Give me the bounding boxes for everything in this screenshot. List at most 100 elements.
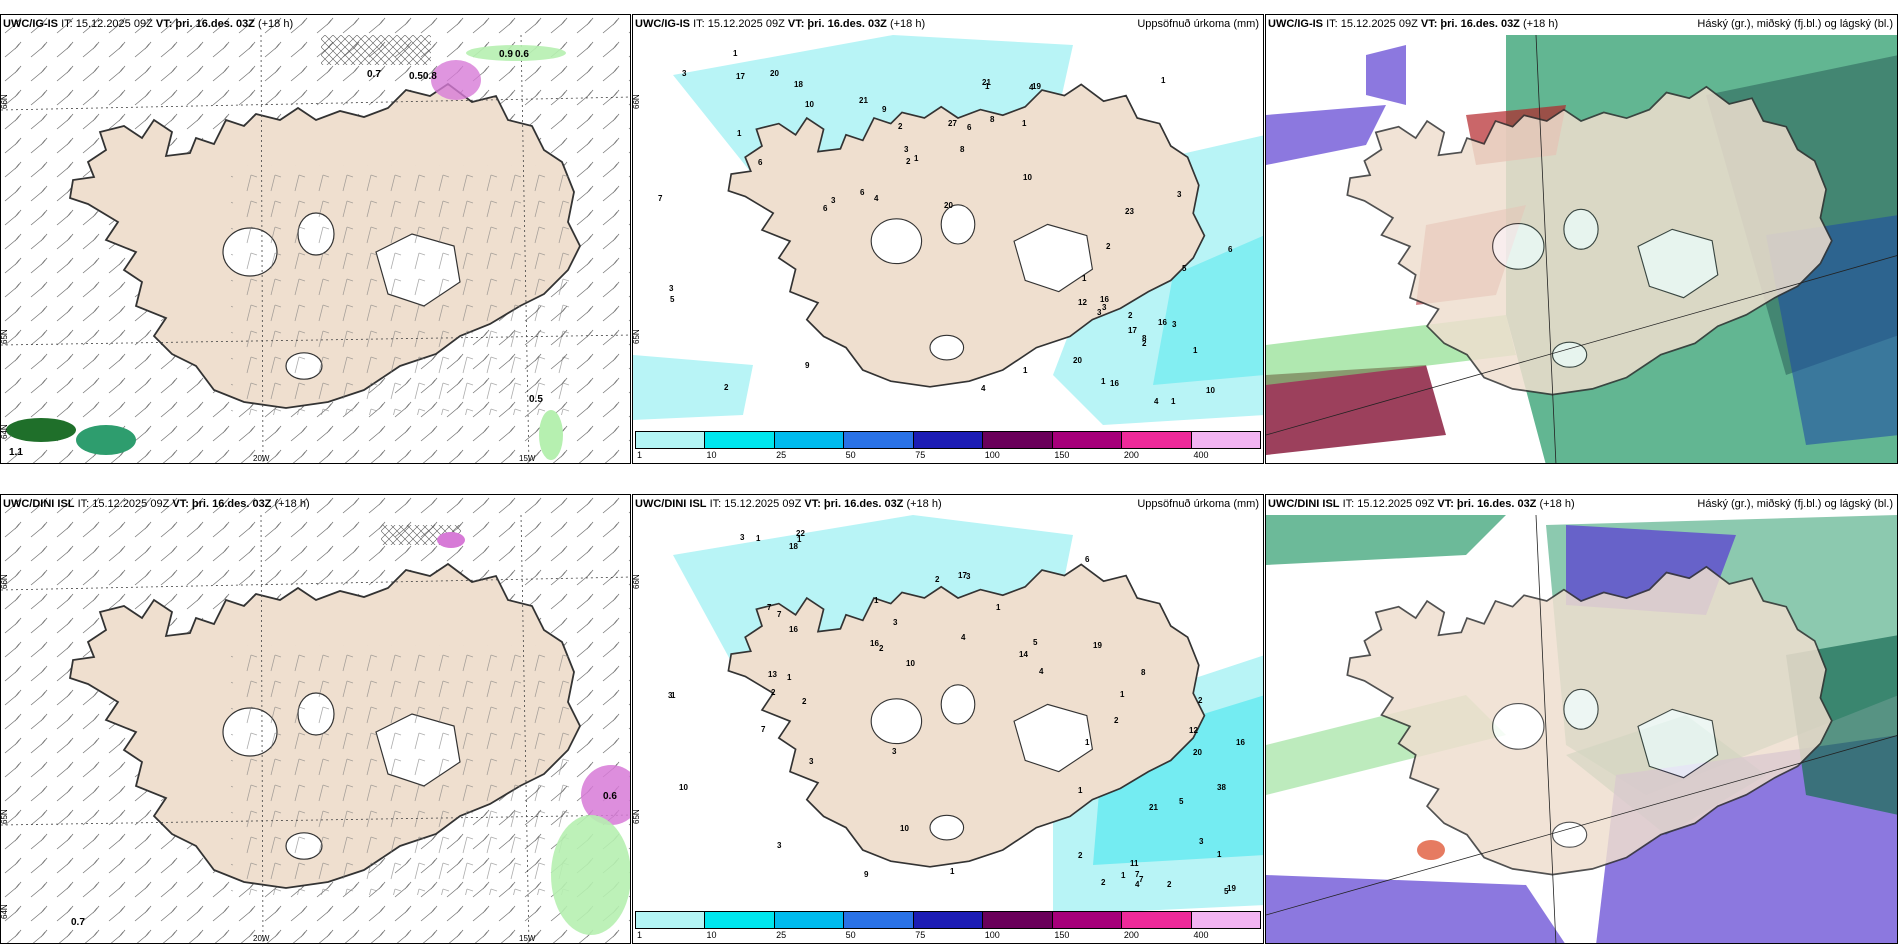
precip-value-label: 3 xyxy=(892,747,897,756)
panel-title: Uppsöfnuð úrkoma (mm) xyxy=(1137,498,1259,510)
model-name: UWC/IG-IS xyxy=(1268,18,1323,30)
precip-values: 1112246339176831055623322131131117211716… xyxy=(658,49,1233,406)
legend-ticks: 1 10 25 50 75 100 150 200 400 xyxy=(635,930,1261,941)
lat-label: 65N xyxy=(1,329,9,344)
panel-header: UWC/DINI ISL IT: 15.12.2025 09Z VT: þri.… xyxy=(635,498,942,510)
valid-time: þri. 16.des. 03Z xyxy=(1440,18,1520,30)
legend-tick-label: 150 xyxy=(1054,450,1070,460)
precip-value-label: 9 xyxy=(882,105,887,114)
precip-value-label: 38 xyxy=(1217,783,1226,792)
legend-swatch xyxy=(844,912,914,928)
lat-label: 66N xyxy=(1,574,9,589)
precip-value-label: 17 xyxy=(958,571,967,580)
precip-value-label: 1 xyxy=(874,596,879,605)
precip-value-label: 18 xyxy=(789,542,798,551)
precip-value-label: 21 xyxy=(859,96,868,105)
precip-value-label: 3 xyxy=(668,691,673,700)
precip-value-label: 21 xyxy=(982,78,991,87)
precip-value-label: 8 xyxy=(1142,334,1147,343)
precip-value-label: 3 xyxy=(669,284,674,293)
precip-value-label: 20 xyxy=(770,69,779,78)
precip-value-label: 2 xyxy=(898,122,903,131)
precip-value-label: 9 xyxy=(864,870,869,879)
precip-value-label: 16 xyxy=(789,625,798,634)
precip-value-label: 16 xyxy=(1236,738,1245,747)
precip-value-label: 20 xyxy=(944,201,953,210)
legend-swatch xyxy=(774,432,845,448)
lat-label: 66N xyxy=(633,574,641,589)
precip-map: 66N 65N 11122463391768310556233221311311… xyxy=(633,35,1263,425)
legend-swatch xyxy=(774,912,845,928)
panel-title: Uppsöfnuð úrkoma (mm) xyxy=(1137,18,1259,30)
lead-time: (+18 h) xyxy=(889,18,926,30)
precip-value-label: 8 xyxy=(990,115,995,124)
legend-tick-label: 1 xyxy=(637,450,643,460)
legend-tick-label: 200 xyxy=(1123,930,1139,940)
panel-precip-dini: UWC/DINI ISL IT: 15.12.2025 09Z VT: þri.… xyxy=(632,494,1264,944)
precip-value-label: 1 xyxy=(1101,377,1106,386)
precip-value-label: 1 xyxy=(996,603,1001,612)
legend-swatch xyxy=(1122,432,1192,448)
init-time: IT: 15.12.2025 09Z xyxy=(61,18,153,30)
panel-header: UWC/IG-IS IT: 15.12.2025 09Z VT: þri. 16… xyxy=(3,18,293,30)
legend-tick-label: 1 xyxy=(637,930,643,940)
legend-colorbar xyxy=(635,911,1261,929)
precip-value-label: 5 xyxy=(1182,264,1187,273)
precip-value-label: 2 xyxy=(802,697,807,706)
precip-value-label: 20 xyxy=(1193,748,1202,757)
precip-value-label: 4 xyxy=(961,633,966,642)
precip-value-label: 1 xyxy=(914,154,919,163)
precip-value-label: 2 xyxy=(1078,851,1083,860)
valid-time: þri. 16.des. 03Z xyxy=(191,498,272,510)
precip-value-label: 1 xyxy=(985,82,990,91)
legend-swatch xyxy=(1191,432,1260,448)
legend-tick-label: 150 xyxy=(1054,930,1070,940)
legend-ticks: 1 10 25 50 75 100 150 200 400 xyxy=(635,450,1261,461)
precip-value-label: 5 xyxy=(670,295,675,304)
legend-colorbar xyxy=(635,431,1261,449)
precip-value-label: 3 xyxy=(682,69,687,78)
panel-header: UWC/IG-IS IT: 15.12.2025 09Z VT: þri. 16… xyxy=(635,18,925,30)
precip-value-label: 1 xyxy=(733,49,738,58)
precip-value-label: 3 xyxy=(966,572,971,581)
lead-time: (+18 h) xyxy=(257,18,294,30)
precip-value-label: 1 xyxy=(1120,690,1125,699)
precip-value-label: 6 xyxy=(1085,555,1090,564)
precip-value-label: 6 xyxy=(1228,245,1233,254)
valid-time: þri. 16.des. 03Z xyxy=(1456,498,1537,510)
init-time: IT: 15.12.2025 09Z xyxy=(1326,18,1418,30)
panel-wind-igis: UWC/IG-IS IT: 15.12.2025 09Z VT: þri. 16… xyxy=(0,14,631,464)
panel-header: UWC/DINI ISL IT: 15.12.2025 09Z VT: þri.… xyxy=(3,498,310,510)
valid-label: VT: xyxy=(155,18,173,30)
precip-value-label: 3 xyxy=(1102,303,1107,312)
init-time: IT: 15.12.2025 09Z xyxy=(77,498,170,510)
precip-value-label: 1 xyxy=(1161,76,1166,85)
precip-value-label: 1 xyxy=(671,691,676,700)
legend-swatch xyxy=(913,912,984,928)
model-name: UWC/DINI ISL xyxy=(3,498,75,510)
precip-value-label: 19 xyxy=(1227,884,1236,893)
precip-value-label: 6 xyxy=(823,204,828,213)
lat-label: 65N xyxy=(633,329,641,344)
precip-legend: 1 10 25 50 75 100 150 200 400 xyxy=(635,431,1261,461)
legend-swatch xyxy=(983,432,1053,448)
precip-value-label: 9 xyxy=(805,361,810,370)
precip-value-label: 10 xyxy=(906,659,915,668)
precip-value-label: 8 xyxy=(960,145,965,154)
precip-value-label: 10 xyxy=(805,100,814,109)
precip-value-label: 1 xyxy=(1022,119,1027,128)
model-name: UWC/IG-IS xyxy=(3,18,58,30)
precip-value-label: 1 xyxy=(797,535,802,544)
legend-swatch xyxy=(1052,912,1123,928)
precip-value-label: 3 xyxy=(809,757,814,766)
precip-value-label: 3 xyxy=(893,618,898,627)
legend-swatch xyxy=(705,912,775,928)
precip-value-label: 20 xyxy=(1073,356,1082,365)
precip-value-label: 3 xyxy=(777,841,782,850)
precip-value-label: 12 xyxy=(1189,726,1198,735)
legend-swatch xyxy=(636,432,706,448)
precip-value-label: 4 xyxy=(981,384,986,393)
legend-swatch xyxy=(1122,912,1192,928)
precip-value-label: 2 xyxy=(1167,880,1172,889)
precip-value-label: 2 xyxy=(906,157,911,166)
